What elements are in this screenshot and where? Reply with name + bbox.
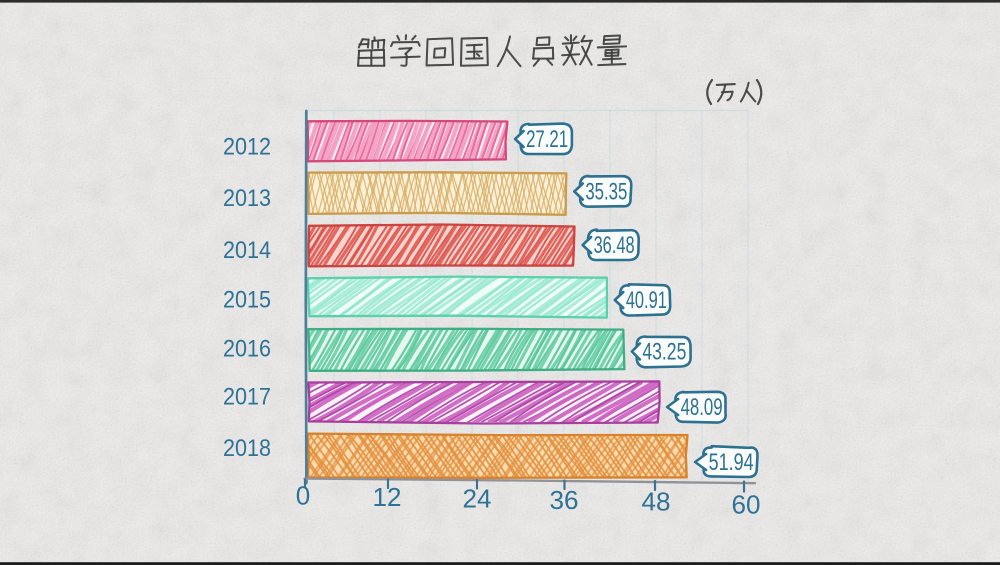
svg-text:2014: 2014 <box>223 237 271 264</box>
svg-text:27.21: 27.21 <box>526 126 568 153</box>
svg-text:2013: 2013 <box>223 185 271 212</box>
svg-text:2017: 2017 <box>223 383 271 410</box>
svg-text:2018: 2018 <box>223 435 271 462</box>
svg-text:60: 60 <box>732 489 761 519</box>
svg-text:36: 36 <box>550 485 579 515</box>
svg-text:51.94: 51.94 <box>709 449 754 476</box>
svg-text:24: 24 <box>463 483 492 513</box>
svg-text:48.09: 48.09 <box>681 394 723 421</box>
svg-text:12: 12 <box>373 482 402 512</box>
svg-text:43.25: 43.25 <box>642 338 686 365</box>
svg-text:36.48: 36.48 <box>594 232 635 259</box>
svg-text:2015: 2015 <box>223 286 271 313</box>
svg-text:48: 48 <box>642 486 671 516</box>
svg-text:40.91: 40.91 <box>626 287 667 314</box>
svg-text:0: 0 <box>296 480 310 510</box>
svg-text:2016: 2016 <box>223 335 271 362</box>
svg-text:2012: 2012 <box>223 133 271 160</box>
svg-text:35.35: 35.35 <box>585 178 627 205</box>
